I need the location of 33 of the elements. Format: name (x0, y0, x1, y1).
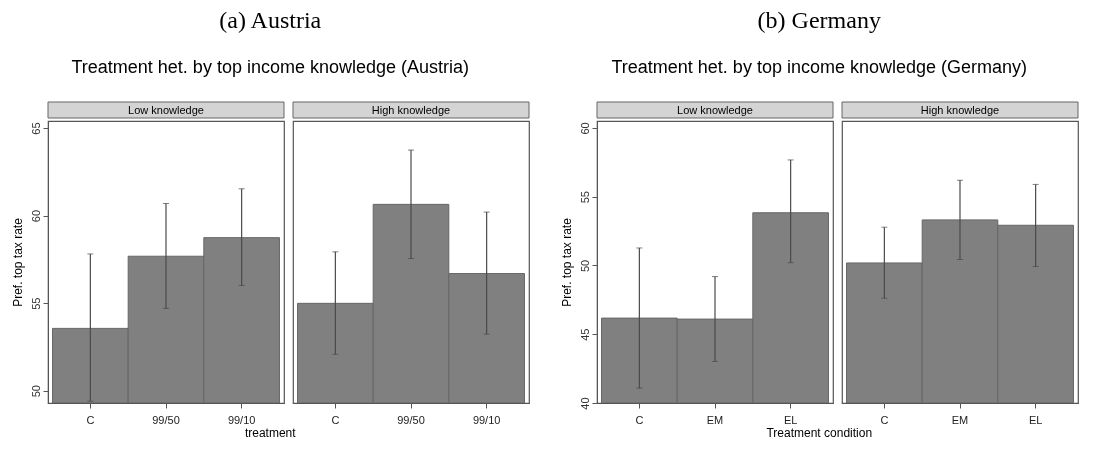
chart-subtitle: Low knowledge (128, 103, 204, 116)
y-axis-title: Pref. top tax rate (559, 217, 574, 307)
chart-title: Treatment het. by top income knowledge (Germany) (611, 56, 1028, 77)
y-tick-label: 55 (29, 297, 42, 310)
x-axis-title: treatment (244, 425, 297, 440)
y-tick-label: 45 (578, 328, 591, 341)
text: (b) Germany (757, 6, 881, 33)
x-tick-label: EL (783, 413, 798, 426)
y-tick-label: 55 (578, 191, 591, 204)
x-tick-label: C (331, 413, 340, 426)
chart-subtitle: High knowledge (920, 103, 1000, 116)
y-tick-label: 60 (578, 122, 591, 135)
x-tick-label: EL (1028, 413, 1043, 426)
x-tick-label: 99/10 (227, 413, 256, 426)
text: (a) Austria (219, 6, 322, 33)
y-tick-label: 65 (29, 122, 42, 135)
x-tick-label: C (635, 413, 644, 426)
x-tick-label: 99/50 (397, 413, 425, 426)
x-axis-title: Treatment condition (766, 425, 873, 440)
chart-subtitle: Low knowledge (677, 103, 753, 116)
chart-subtitle: High knowledge (371, 103, 451, 116)
x-tick-label: EM (706, 413, 724, 426)
x-tick-label: C (880, 413, 889, 426)
y-tick-label: 50 (29, 385, 42, 398)
y-axis-title: Pref. top tax rate (10, 217, 25, 307)
y-tick-label: 50 (578, 259, 591, 273)
x-tick-label: EM (951, 413, 969, 426)
x-tick-label: 99/10 (472, 413, 501, 426)
y-tick-label: 60 (29, 209, 42, 223)
chart-title: Treatment het. by top income knowledge (Austria) (71, 56, 470, 77)
x-tick-label: C (86, 413, 95, 426)
y-tick-label: 40 (578, 397, 591, 410)
x-tick-label: 99/50 (152, 413, 180, 426)
